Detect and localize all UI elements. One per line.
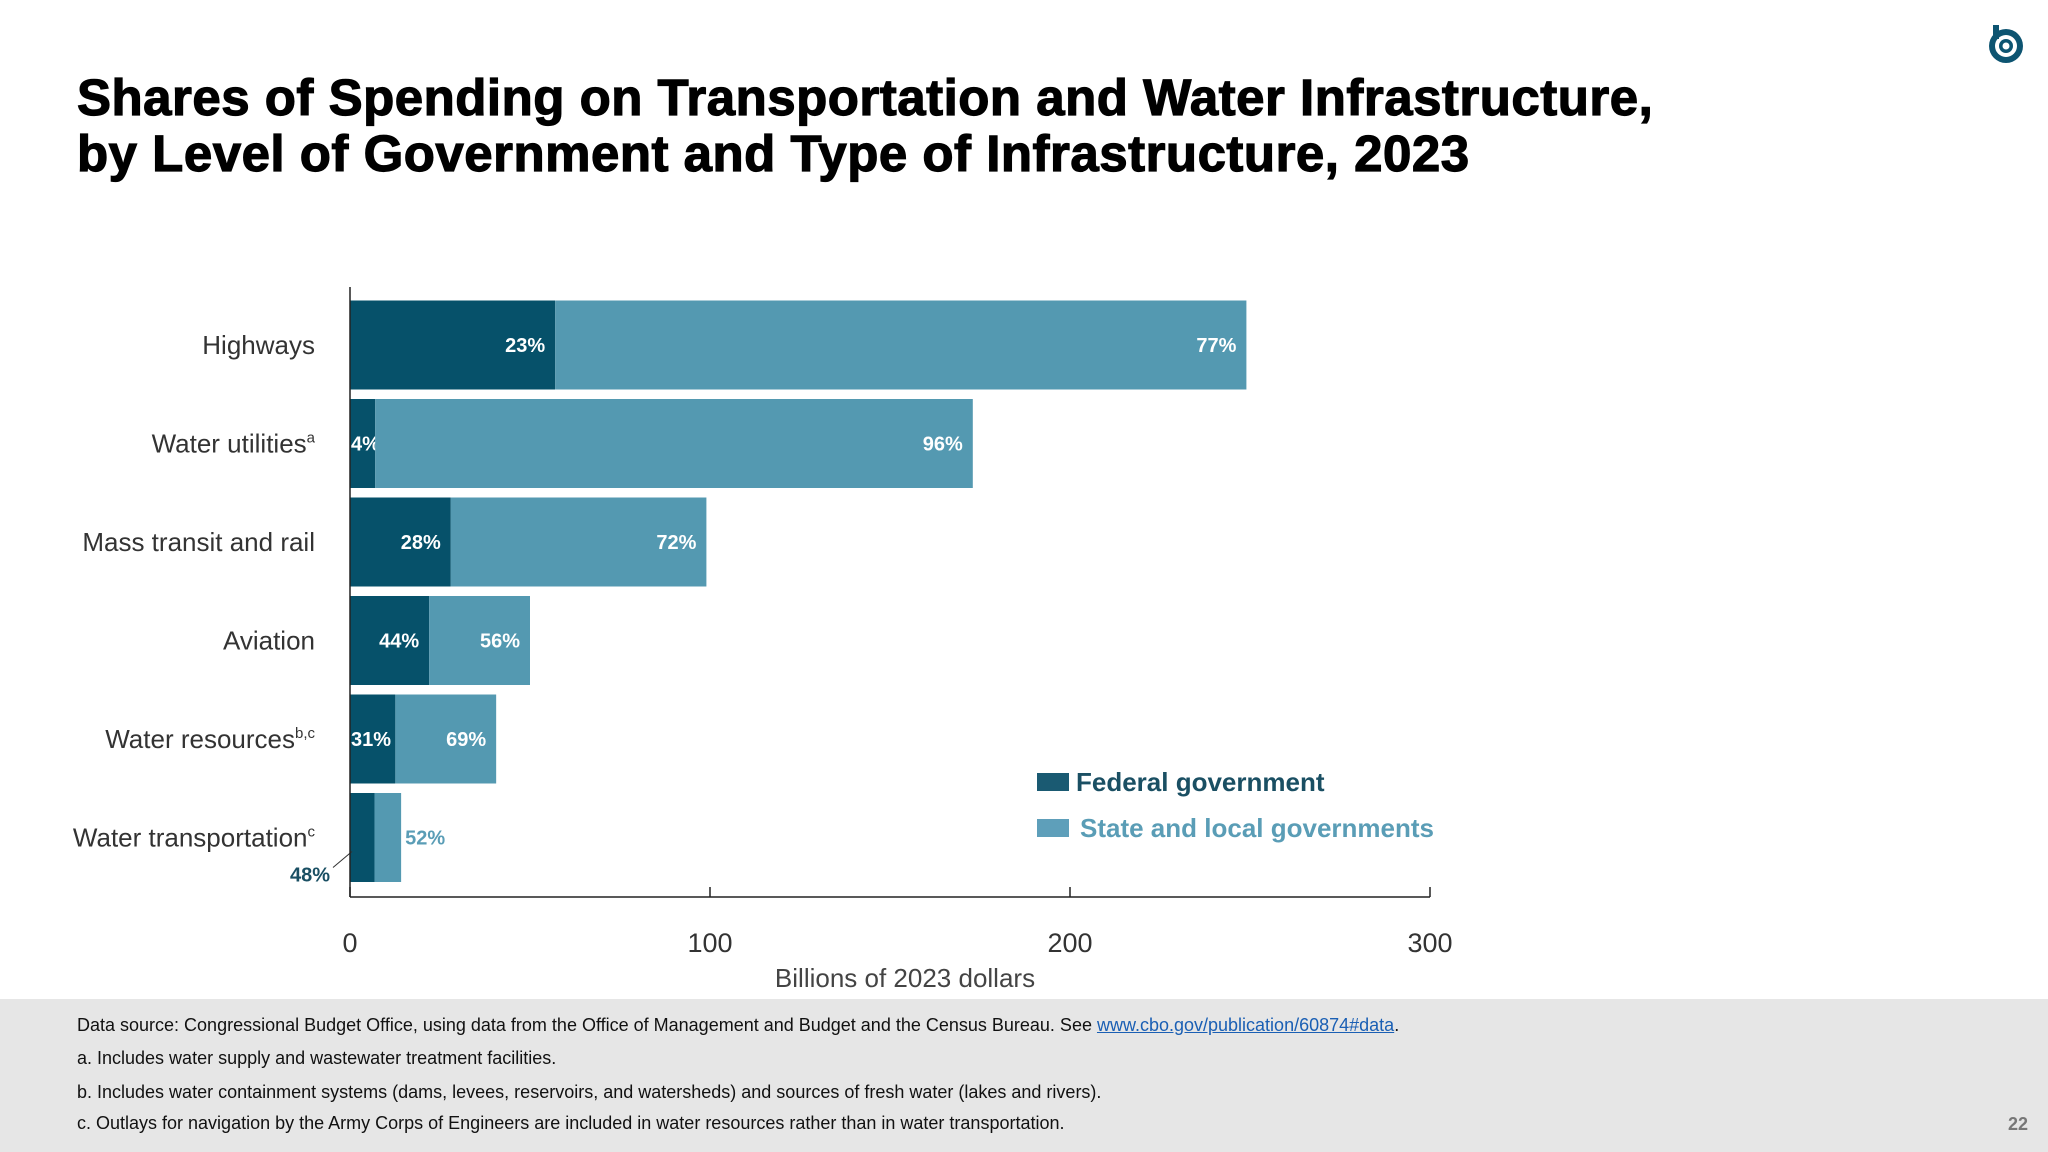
source-suffix: . [1394,1015,1400,1035]
title-line-2: by Level of Government and Type of Infra… [76,125,1470,182]
x-tick-label: 100 [687,928,732,958]
page-title: Shares of Spending on Transportation and… [76,69,1654,182]
bar-state [429,596,530,685]
legend: Federal government State and local gover… [1037,767,1434,843]
legend-label-state: State and local governments [1080,813,1434,843]
bar-federal [350,300,556,390]
note-b: b. Includes water containment systems (d… [77,1082,1102,1102]
category-label: Water transportationc [73,823,316,853]
data-label-state: 52% [405,828,445,850]
source-text: Data source: Congressional Budget Office… [77,1015,1097,1035]
x-tick-label: 300 [1407,928,1452,958]
data-label-federal: 31% [351,729,391,751]
bar-state [395,694,497,784]
footnote-marker: a [307,430,316,447]
bar-federal [350,793,375,882]
data-label-federal: 4% [351,434,380,456]
bar-federal [350,694,396,784]
category-label: Water utilitiesa [152,429,316,459]
chart: Highways Water utilitiesa Mass transit and… [73,287,1453,993]
legend-swatch-state [1037,819,1069,837]
note-a: a. Includes water supply and wastewater … [77,1048,557,1068]
legend-swatch-federal [1037,773,1069,791]
category-name: Mass transit and rail [82,527,315,557]
category-label: Highways [202,330,315,360]
data-label-state: 96% [923,434,963,456]
legend-label-federal: Federal government [1076,767,1325,797]
bar-state [375,399,973,488]
footer: Data source: Congressional Budget Office… [0,999,2048,1152]
data-label-federal: 23% [505,335,545,357]
category-name: Water transportation [73,823,308,853]
data-label-federal: 44% [379,631,419,653]
title-line-1: Shares of Spending on Transportation and… [76,69,1654,126]
page-number: 22 [2007,1114,2028,1134]
note-c: c. Outlays for navigation by the Army Co… [77,1113,1065,1133]
bar-state [374,793,402,882]
bar-state [450,497,707,587]
category-label: Aviation [223,626,315,656]
data-label-state: 56% [480,631,520,653]
bar-federal [350,399,376,488]
data-label-federal: 28% [401,532,441,554]
category-label: Water resourcesb,c [105,724,315,754]
bar-state [555,300,1247,390]
cbo-logo-icon [1989,25,2023,63]
bar-federal [350,497,451,587]
data-label-state: 69% [446,729,486,751]
data-label-federal: 48% [290,865,330,887]
source-note: Data source: Congressional Budget Office… [77,1015,1399,1036]
x-tick-label: 0 [342,928,357,958]
source-link[interactable]: www.cbo.gov/publication/60874#data [1096,1015,1395,1035]
data-label-state: 72% [656,532,696,554]
category-name: Aviation [223,626,315,656]
data-label-state: 77% [1196,335,1236,357]
footnote-marker: c [308,824,316,841]
leader-line [332,851,353,868]
bar-federal [350,596,430,685]
category-label: Mass transit and rail [82,527,315,557]
x-tick-label: 200 [1047,928,1092,958]
category-name: Water resources [105,724,295,754]
category-name: Highways [202,330,315,360]
x-axis-label: Billions of 2023 dollars [775,963,1035,993]
category-name: Water utilities [152,429,307,459]
footnote-marker: b,c [295,725,316,742]
